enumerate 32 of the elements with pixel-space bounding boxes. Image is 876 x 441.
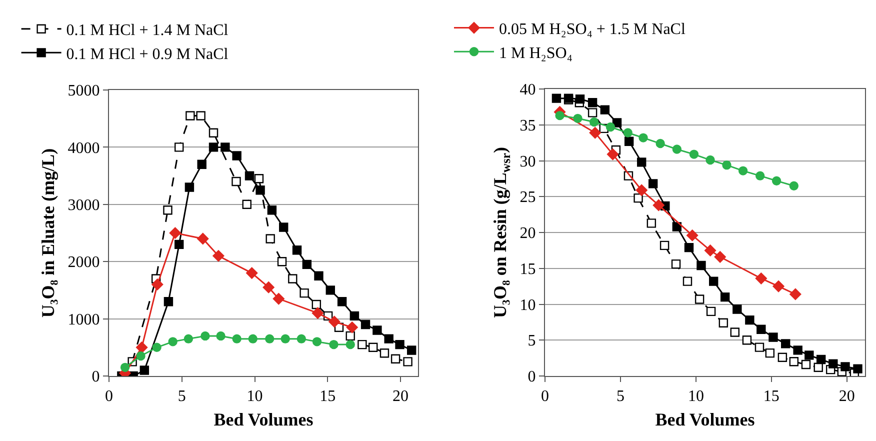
- legend-label: 0.05 M H₂SO₄ + 1.5 M NaCl: [499, 21, 686, 38]
- y-tick-label: 3000: [68, 197, 100, 214]
- x-tick-label: 10: [688, 388, 704, 406]
- y-tick-label: 5: [528, 332, 536, 350]
- x-tick-label: 10: [246, 388, 263, 406]
- x-tick-label: 15: [320, 388, 336, 406]
- legend-label: 0.1 M HCl + 1.4 M NaCl: [66, 22, 229, 40]
- y-tick-label: 1000: [68, 311, 100, 328]
- x-tick-label: 20: [838, 388, 855, 406]
- x-tick-label: 5: [616, 388, 624, 406]
- y-tick-label: 25: [520, 189, 536, 206]
- legend-label: 0.1 M HCl + 0.9 M NaCl: [66, 46, 229, 63]
- y-axis-title: U₃O₈ in Eluate (mg/L): [38, 148, 58, 318]
- y-tick-label: 0: [92, 368, 100, 386]
- x-tick-label: 0: [105, 388, 113, 406]
- y-tick-label: 35: [520, 117, 536, 134]
- x-tick-label: 0: [541, 388, 549, 406]
- y-tick-label: 5000: [68, 82, 100, 100]
- x-tick-label: 5: [178, 388, 186, 406]
- x-axis-title: Bed Volumes: [214, 409, 314, 430]
- x-tick-label: 20: [392, 388, 409, 406]
- x-tick-label: 15: [763, 388, 780, 406]
- y-tick-label: 0: [528, 368, 536, 386]
- y-tick-label: 4000: [68, 140, 100, 157]
- y-tick-label: 15: [520, 260, 536, 278]
- y-tick-label: 20: [520, 225, 536, 242]
- y-tick-label: 10: [520, 296, 536, 314]
- x-axis-title: Bed Volumes: [655, 409, 755, 430]
- y-tick-label: 2000: [68, 254, 100, 272]
- y-tick-label: 40: [520, 82, 536, 99]
- y-tick-label: 30: [520, 153, 536, 170]
- legend-label: 1 M H₂SO₄: [499, 44, 573, 62]
